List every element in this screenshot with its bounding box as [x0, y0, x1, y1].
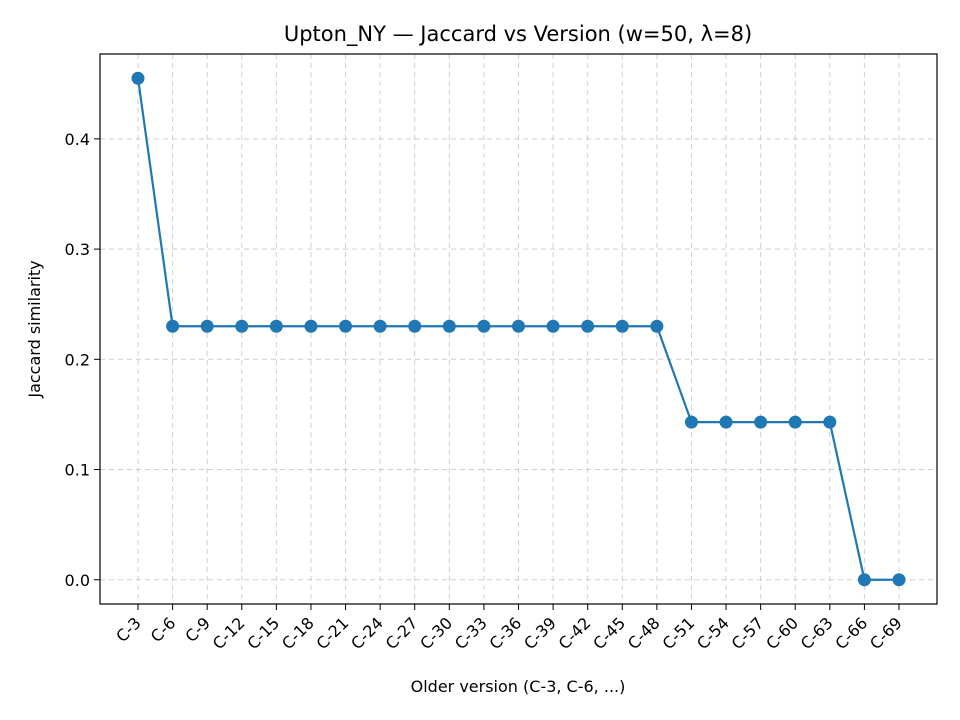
data-point: [788, 415, 802, 429]
x-tick-label: C-27: [382, 613, 422, 653]
chart-title: Upton_NY — Jaccard vs Version (w=50, λ=8…: [284, 22, 752, 47]
data-point: [512, 319, 525, 333]
x-tick-label: C-66: [831, 613, 871, 653]
data-point: [650, 319, 664, 333]
data-point: [477, 319, 491, 333]
data-point: [581, 319, 595, 333]
data-point: [339, 319, 353, 333]
x-tick-label: C-24: [347, 613, 387, 653]
data-point: [200, 319, 214, 333]
data-point: [131, 71, 145, 85]
series-layer: [131, 71, 906, 587]
x-tick-label: C-39: [520, 613, 560, 653]
y-tick-label: 0.3: [65, 240, 90, 259]
y-tick-label: 0.4: [65, 130, 90, 149]
data-point: [857, 573, 871, 587]
data-point: [269, 319, 283, 333]
y-axis-label: Jaccard similarity: [25, 260, 44, 398]
data-point: [235, 319, 249, 333]
x-axis: C-3 C-6 C-9C-12C-15C-18C-21C-24C-27C-30C-3…: [112, 604, 906, 653]
data-point: [823, 415, 837, 429]
data-point: [754, 415, 768, 429]
x-tick-label: C-15: [243, 613, 283, 653]
x-tick-label: C-63: [797, 613, 837, 653]
x-tick-label: C-33: [451, 613, 491, 653]
x-tick-label: C-51: [658, 613, 698, 653]
data-point: [684, 415, 698, 429]
data-point: [442, 319, 456, 333]
x-tick-label: C-60: [762, 613, 802, 653]
data-point: [892, 573, 906, 587]
x-tick-label: C-6: [147, 613, 180, 646]
x-tick-label: C-54: [693, 613, 733, 653]
data-point: [615, 319, 629, 333]
x-tick-label: C-12: [209, 613, 249, 653]
x-tick-label: C-30: [416, 613, 456, 653]
x-tick-label: C-3: [112, 613, 145, 646]
x-tick-label: C-18: [278, 613, 318, 653]
x-tick-label: C-21: [313, 613, 353, 653]
x-tick-label: C-36: [486, 613, 526, 653]
x-tick-label: C-42: [555, 613, 595, 653]
x-tick-label: C-57: [728, 613, 768, 653]
x-tick-label: C-48: [624, 613, 664, 653]
y-axis: 0.0 0.1 0.2 0.3 0.4: [65, 130, 100, 590]
data-point: [408, 319, 422, 333]
x-axis-label: Older version (C-3, C-6, ...): [411, 677, 626, 696]
data-point: [304, 319, 318, 333]
x-tick-label: C-69: [866, 613, 906, 653]
y-tick-label: 0.0: [65, 571, 90, 590]
data-point: [166, 319, 180, 333]
data-point: [373, 319, 387, 333]
y-tick-label: 0.1: [65, 461, 90, 480]
x-tick-label: C-45: [589, 613, 629, 653]
data-point: [719, 415, 733, 429]
y-tick-label: 0.2: [65, 350, 90, 369]
data-point: [546, 319, 560, 333]
